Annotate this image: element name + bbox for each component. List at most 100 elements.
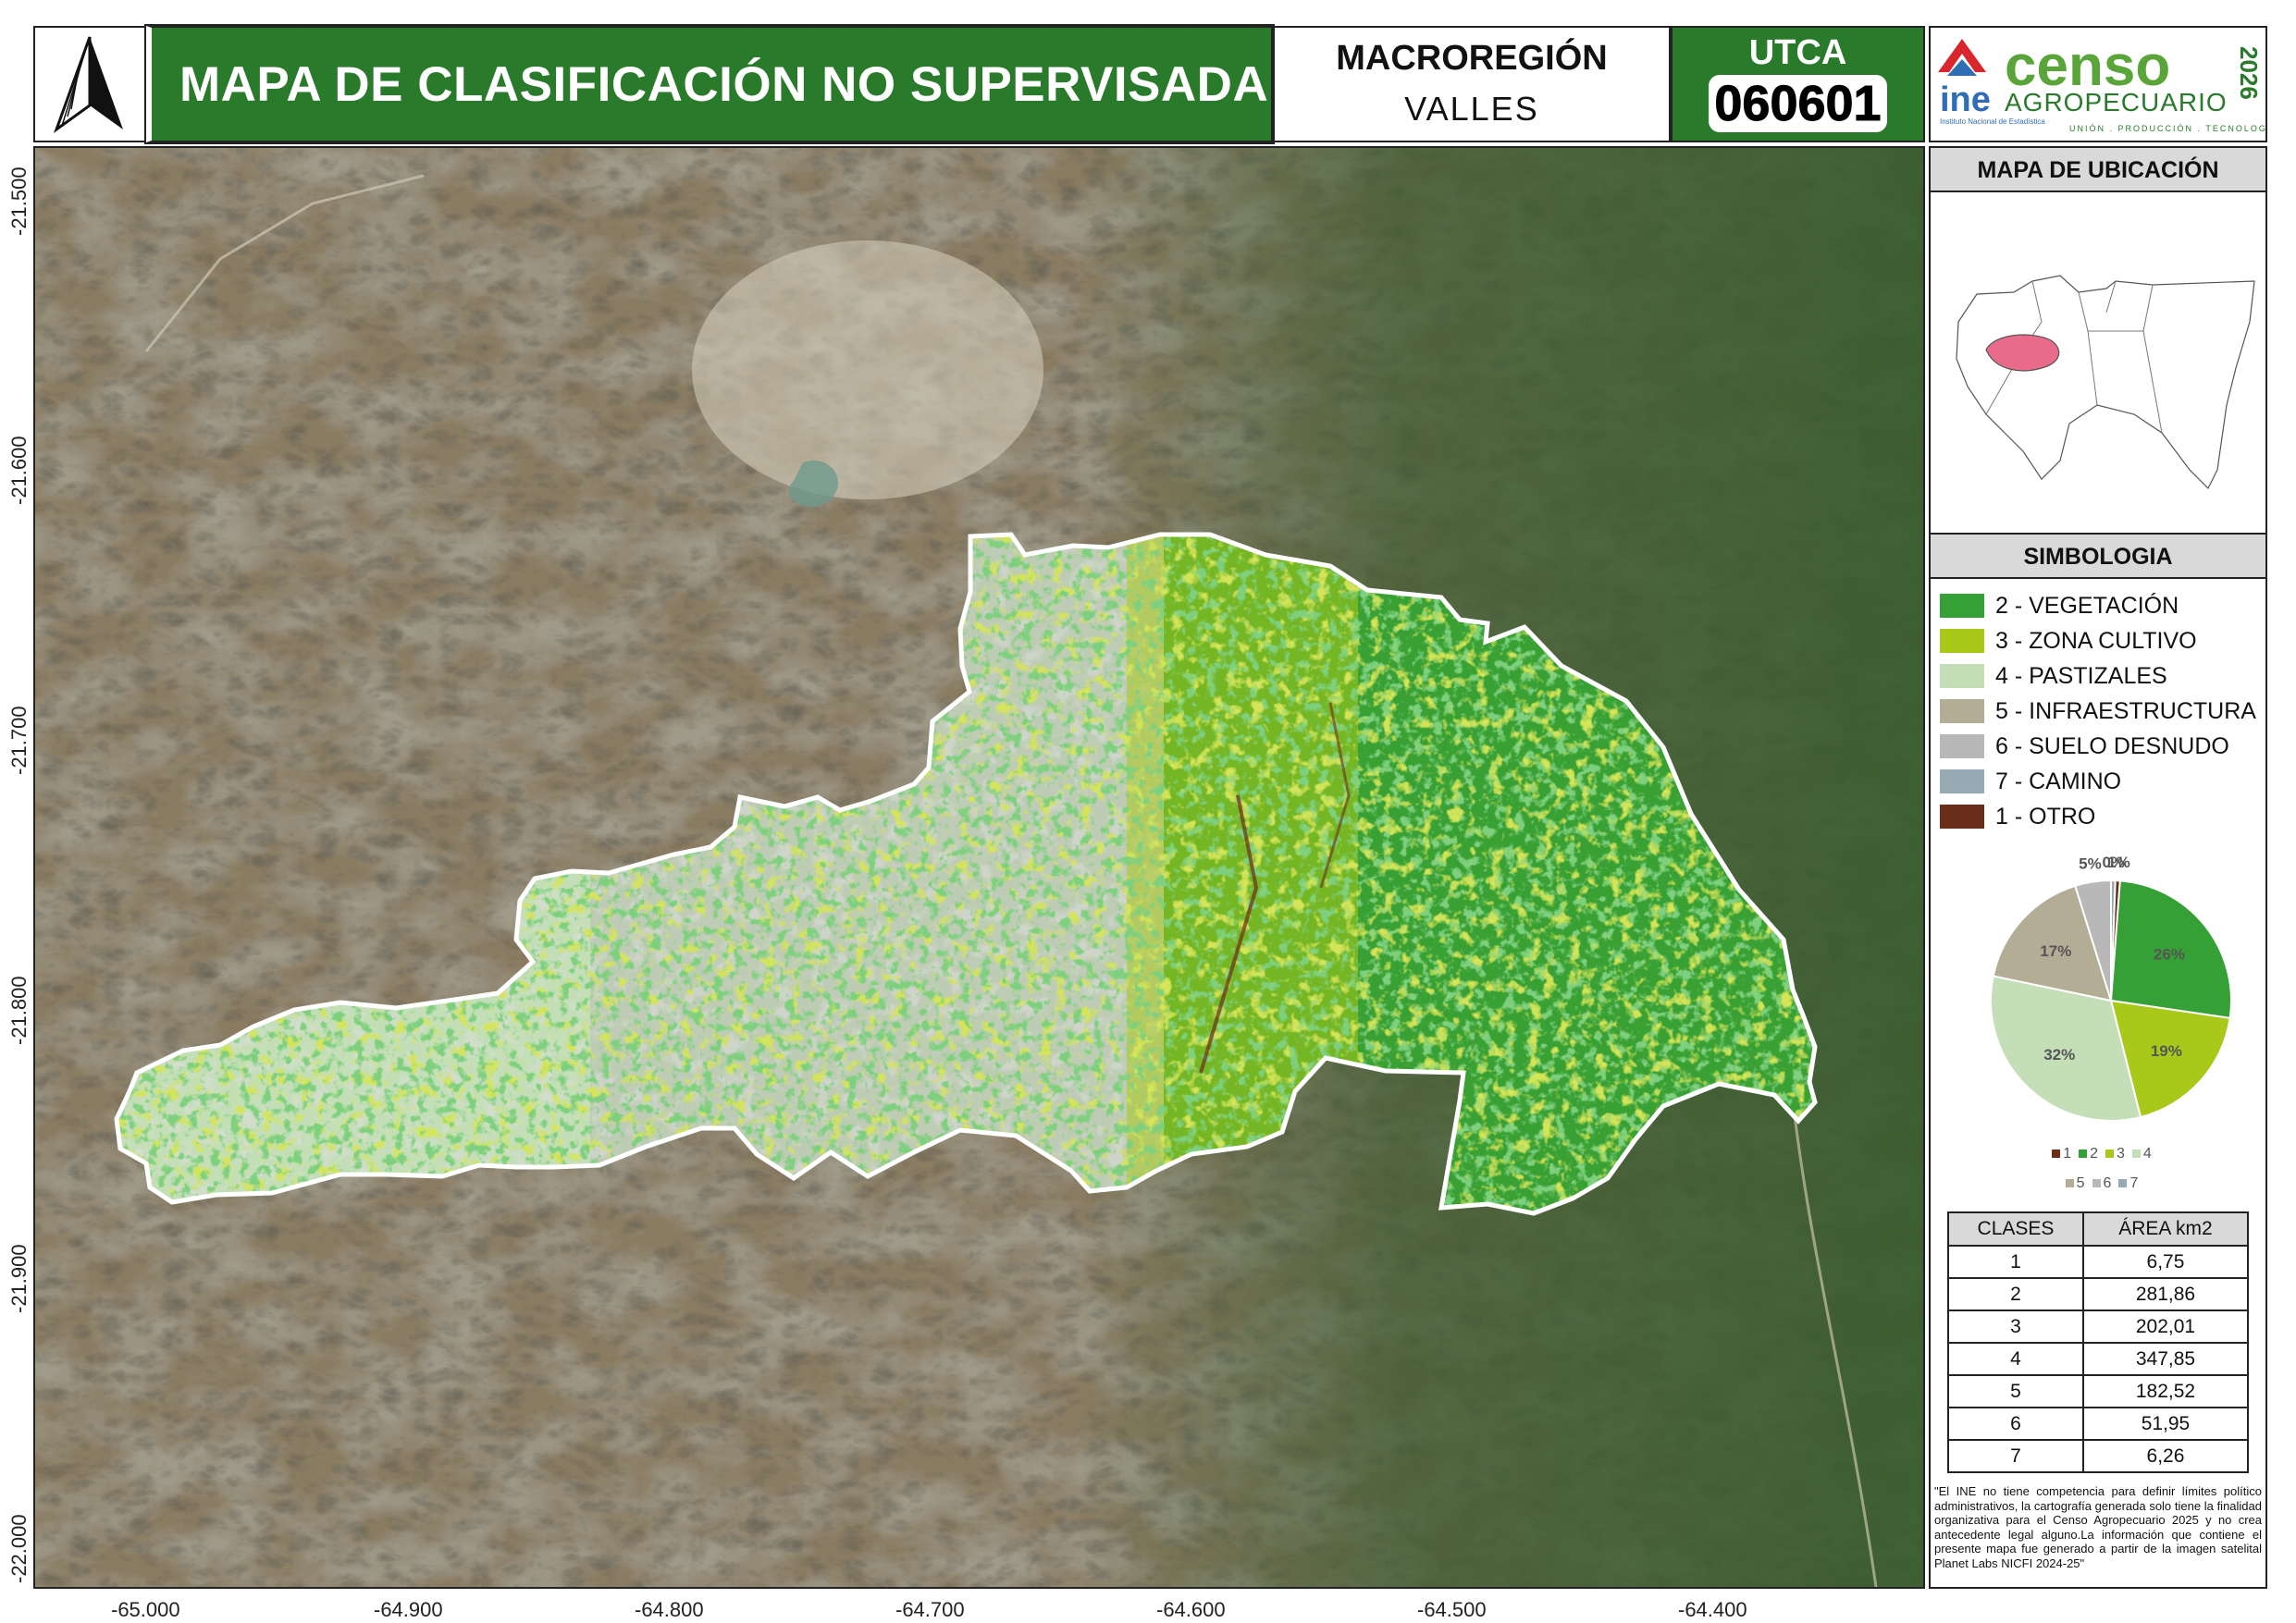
pie-label: 1% <box>2107 854 2130 871</box>
legend-swatch <box>1940 594 1984 618</box>
north-arrow <box>33 26 146 142</box>
x-tick: -64.700 <box>895 1598 965 1621</box>
x-tick: -64.600 <box>1156 1598 1226 1621</box>
table-cell: 51,95 <box>2081 1407 2250 1441</box>
logo-slogan: UNIÓN . PRODUCCIÓN . TECNOLOGÍA <box>2069 124 2265 133</box>
legend-item: 1 - OTRO <box>1940 799 2256 834</box>
location-map <box>1931 192 2265 535</box>
legend-swatch <box>1940 769 1984 793</box>
title-box: MAPA DE CLASIFICACIÓN NO SUPERVISADA <box>144 24 1275 144</box>
utca-value: 060601 <box>1709 75 1887 132</box>
y-tick: -21.700 <box>7 706 31 775</box>
legend: 2 - VEGETACIÓN 3 - ZONA CULTIVO 4 - PAST… <box>1931 579 2265 834</box>
legend-item: 3 - ZONA CULTIVO <box>1940 623 2256 658</box>
table-cell: 347,85 <box>2081 1342 2250 1376</box>
pie-legend-label: 4 <box>2142 1146 2152 1162</box>
map-title: MAPA DE CLASIFICACIÓN NO SUPERVISADA <box>179 56 1269 112</box>
legend-item: 2 - VEGETACIÓN <box>1940 588 2256 623</box>
map-frame <box>33 146 1925 1589</box>
pie-label: 17% <box>2040 942 2071 960</box>
table-row: 2 281,86 <box>1947 1277 2250 1311</box>
legend-item: 6 - SUELO DESNUDO <box>1940 729 2256 764</box>
table-row: 7 6,26 <box>1947 1439 2250 1473</box>
legend-item: 4 - PASTIZALES <box>1940 658 2256 694</box>
table-cell: 2 <box>1947 1277 2084 1311</box>
pie-label: 0% <box>2102 854 2125 871</box>
y-tick: -21.500 <box>7 166 31 236</box>
pie-legend-swatch <box>2065 1179 2074 1187</box>
pie-legend-label: 7 <box>2129 1175 2139 1191</box>
table-header: ÁREA km2 <box>2081 1211 2250 1247</box>
table-cell: 4 <box>1947 1342 2084 1376</box>
location-map-title: MAPA DE UBICACIÓN <box>1931 148 2265 192</box>
pie-slice-5 <box>1992 884 2113 1002</box>
table-cell: 6,75 <box>2081 1245 2250 1279</box>
table-cell: 281,86 <box>2081 1277 2250 1311</box>
pie-slice-4 <box>1990 975 2142 1122</box>
pie-legend-label: 6 <box>2103 1175 2112 1191</box>
pie-legend-label: 2 <box>2090 1146 2098 1162</box>
pie-legend-label: 5 <box>2076 1175 2085 1191</box>
x-tick: -64.900 <box>374 1598 443 1621</box>
pie-legend-label: 1 <box>2063 1146 2072 1162</box>
utca-location-highlight <box>1985 334 2060 372</box>
agro-word: AGROPECUARIO <box>2005 88 2228 117</box>
legend-swatch <box>1940 629 1984 653</box>
ine-subtitle: Instituto Nacional de Estadística <box>1940 117 2045 126</box>
legend-label: 7 - CAMINO <box>1995 768 2122 794</box>
pie-legend-swatch <box>2092 1179 2101 1187</box>
legend-label: 6 - SUELO DESNUDO <box>1995 732 2229 759</box>
side-panel: MAPA DE UBICACIÓN SIMBOLOGIA 2 - VEGETAC… <box>1929 146 2267 1589</box>
legend-label: 5 - INFRAESTRUCTURA <box>1995 697 2256 724</box>
macroregion-label: MACROREGIÓN <box>1336 39 1608 78</box>
censo-year: 2026 <box>2235 46 2263 100</box>
table-cell: 5 <box>1947 1374 2084 1408</box>
pie-legend-swatch <box>2131 1150 2141 1158</box>
utca-box: UTCA 060601 <box>1671 26 1925 142</box>
y-tick: -21.800 <box>7 976 31 1045</box>
pie-legend-swatch <box>2118 1179 2128 1187</box>
pie-chart: 0% 1% 26% 19% 32% 17% 5% <box>1931 834 2265 1139</box>
legend-item: 7 - CAMINO <box>1940 764 2256 799</box>
y-tick: -21.900 <box>7 1244 31 1313</box>
pie-label: 19% <box>2151 1042 2182 1060</box>
map-header: MAPA DE CLASIFICACIÓN NO SUPERVISADA MAC… <box>33 24 1925 144</box>
y-tick: -22.000 <box>7 1514 31 1583</box>
legend-item: 5 - INFRAESTRUCTURA <box>1940 694 2256 729</box>
pie-slice-2 <box>2109 879 2232 1020</box>
legend-label: 3 - ZONA CULTIVO <box>1995 627 2197 654</box>
table-cell: 202,01 <box>2081 1309 2250 1344</box>
x-tick: -64.500 <box>1417 1598 1487 1621</box>
x-tick: -64.400 <box>1678 1598 1747 1621</box>
censo-logo: censo 2026 ine AGROPECUARIO Instituto Na… <box>1929 26 2277 142</box>
x-tick: -64.800 <box>635 1598 704 1621</box>
legend-label: 1 - OTRO <box>1995 803 2096 830</box>
table-cell: 1 <box>1947 1245 2084 1279</box>
pie-legend-swatch <box>2079 1150 2088 1158</box>
pie-slice-3 <box>2109 999 2231 1119</box>
table-row: 1 6,75 <box>1947 1245 2250 1279</box>
macroregion-box: MACROREGIÓN VALLES <box>1273 26 1671 142</box>
legend-swatch <box>1940 805 1984 829</box>
table-cell: 3 <box>1947 1309 2084 1344</box>
ine-word: ine <box>1940 80 1991 119</box>
pie-label: 32% <box>2043 1046 2075 1064</box>
x-tick: -65.000 <box>111 1598 180 1621</box>
pie-legend-swatch <box>2052 1150 2061 1158</box>
legend-title: SIMBOLOGIA <box>1931 535 2265 579</box>
pie-label: 26% <box>2154 946 2185 964</box>
y-tick: -21.600 <box>7 436 31 505</box>
legend-label: 2 - VEGETACIÓN <box>1995 592 2179 619</box>
censo-word: censo <box>2005 34 2170 98</box>
table-row: 4 347,85 <box>1947 1342 2250 1376</box>
location-map-svg <box>1956 275 2255 490</box>
table-cell: 6 <box>1947 1407 2084 1441</box>
macroregion-value: VALLES <box>1404 90 1539 128</box>
legend-swatch <box>1940 734 1984 758</box>
table-row: 6 51,95 <box>1947 1407 2250 1441</box>
pie-legend-swatch <box>2105 1150 2114 1158</box>
pie-legend-label: 3 <box>2117 1146 2125 1162</box>
pie-slice-6 <box>2074 879 2112 1002</box>
utca-label: UTCA <box>1748 33 1847 72</box>
